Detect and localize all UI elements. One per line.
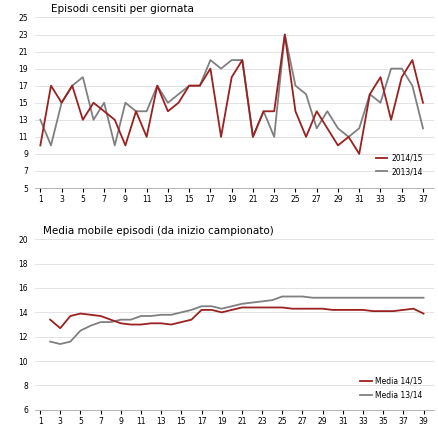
Text: Episodi censiti per giornata: Episodi censiti per giornata xyxy=(51,4,194,14)
Legend: Media 14/15, Media 13/14: Media 14/15, Media 13/14 xyxy=(357,374,426,402)
Text: Media mobile episodi (da inizio campionato): Media mobile episodi (da inizio campiona… xyxy=(43,226,274,236)
Legend: 2014/15, 2013/14: 2014/15, 2013/14 xyxy=(373,150,426,179)
